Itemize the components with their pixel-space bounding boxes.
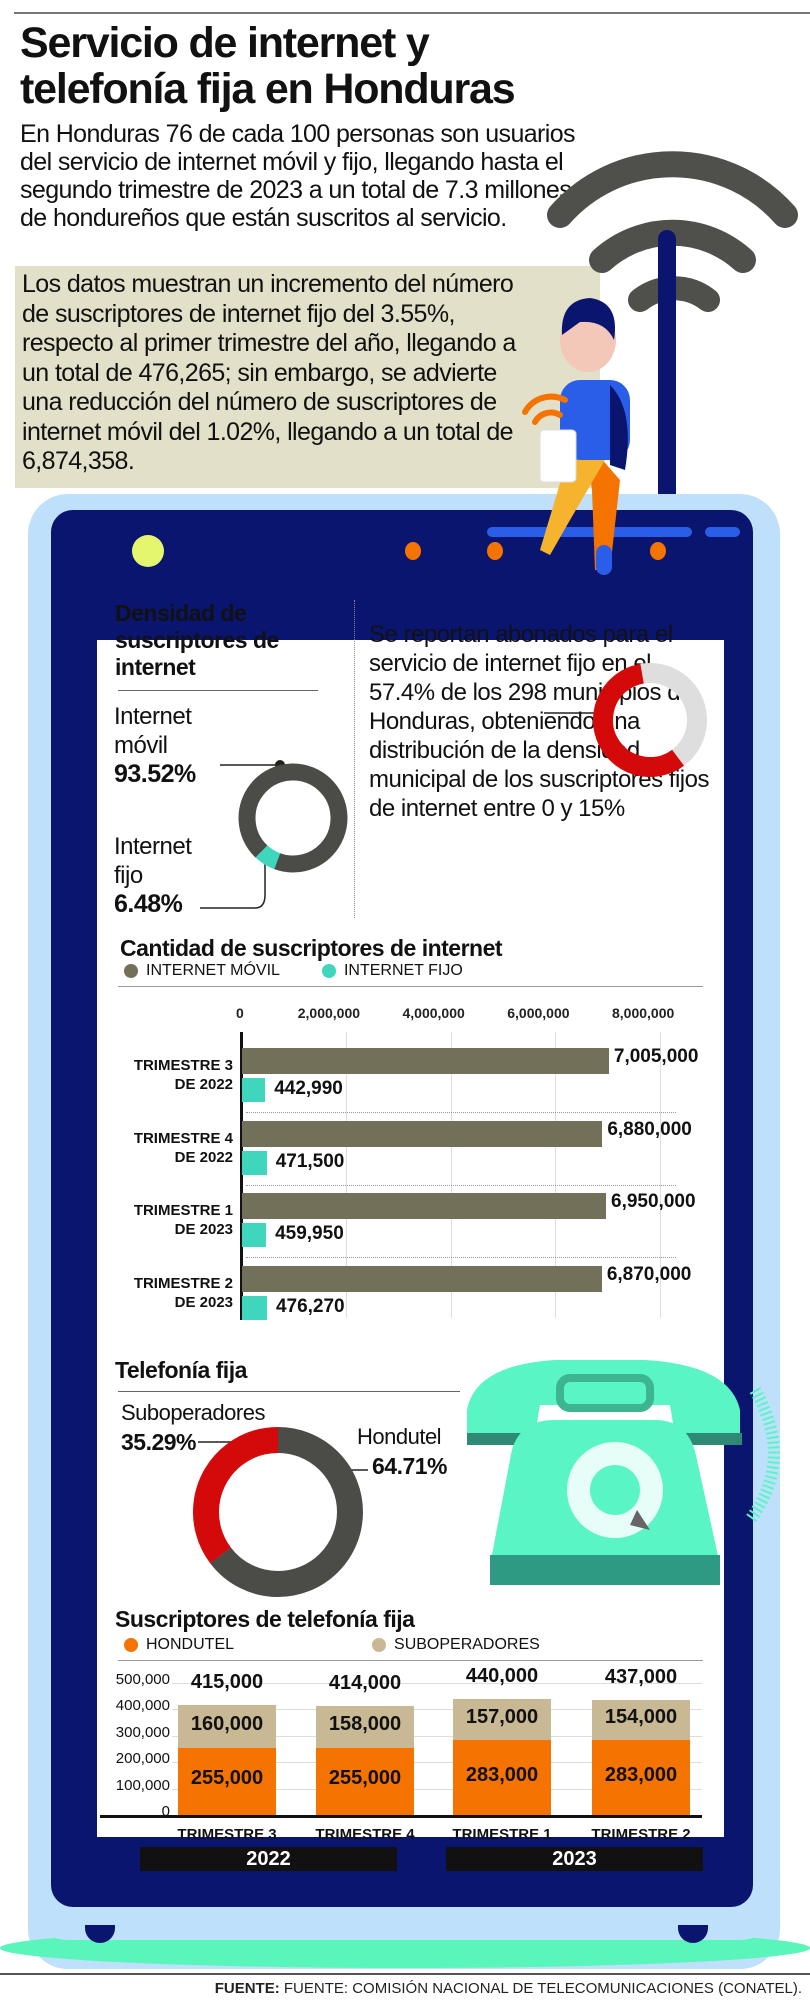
density-rule	[118, 690, 318, 691]
value-suboperadores: 35.29%	[121, 1429, 197, 1455]
device-slot	[705, 527, 740, 537]
telefonia-bars-rule	[118, 1660, 703, 1661]
label-suboperadores: Suboperadores	[121, 1400, 265, 1425]
legend-movil-label: INTERNET MÓVIL	[146, 962, 280, 979]
density-heading: Densidad de suscriptores de internet	[115, 600, 279, 680]
value-hondutel: 64.71%	[372, 1453, 448, 1479]
device-foot	[678, 1925, 708, 1943]
legend-suboperadores-label: SUBOPERADORES	[394, 1636, 540, 1653]
wifi-icon	[547, 151, 798, 505]
donut-municipal-coverage	[593, 662, 707, 777]
label-hondutel: Hondutel	[357, 1424, 442, 1449]
internet-bars-rule	[118, 986, 703, 987]
source-text: FUENTE: COMISIÓN NACIONAL DE TELECOMUNIC…	[283, 1980, 802, 1997]
donut-telefonia	[193, 1427, 363, 1597]
title-line-1: Servicio de internet y	[20, 19, 430, 67]
label-internet-fijo: Internet fijo 6.48%	[114, 833, 192, 918]
footer-rule	[0, 1973, 810, 1975]
content-panel	[97, 640, 724, 1837]
page-title: Servicio de internet y telefonía fija en …	[20, 19, 516, 113]
source-footer: FUENTE: FUENTE: COMISIÓN NACIONAL DE TEL…	[215, 1980, 802, 1997]
intro-text: En Honduras 76 de cada 100 personas son …	[20, 120, 576, 232]
telefonia-rule	[118, 1391, 460, 1392]
title-line-2: telefonía fija en Honduras	[20, 65, 516, 113]
legend-hondutel-label: HONDUTEL	[146, 1636, 235, 1653]
highlight-text: Los datos muestran un incremento del núm…	[22, 270, 516, 475]
donut-internet-density	[238, 763, 348, 873]
source-label: FUENTE:	[214, 1980, 280, 1997]
person-illustration	[522, 298, 630, 575]
lime-light	[132, 535, 164, 567]
label-internet-movil: Internet móvil 93.52%	[114, 703, 196, 788]
slice-internet-movil	[238, 763, 348, 873]
top-rule	[14, 12, 810, 14]
legend-fijo-swatch	[321, 964, 336, 978]
telephone-icon	[467, 1360, 780, 1585]
legend-movil-swatch	[124, 964, 138, 978]
internet-bars-heading: Cantidad de suscriptores de internet	[120, 935, 503, 961]
legend-hondutel-swatch	[124, 1638, 138, 1652]
device-foot	[85, 1925, 115, 1943]
internet-bars-legend: INTERNET MÓVIL INTERNET FIJO	[124, 962, 463, 980]
orange-light	[487, 542, 503, 560]
telefonia-bars-legend: HONDUTEL SUBOPERADORES	[124, 1636, 540, 1654]
value-internet-movil: 93.52%	[114, 760, 196, 788]
legend-fijo-label: INTERNET FIJO	[343, 962, 463, 979]
slice-internet-fijo	[238, 763, 348, 873]
highlight-box	[15, 266, 600, 488]
device-slot	[487, 527, 692, 537]
slice-municipal-coverage	[593, 663, 707, 777]
orange-light	[405, 542, 421, 560]
section-divider	[354, 600, 355, 918]
telefonia-heading: Telefonía fija	[115, 1357, 247, 1383]
legend-suboperadores-swatch	[372, 1638, 387, 1652]
orange-light	[650, 542, 666, 560]
value-internet-fijo: 6.48%	[114, 890, 183, 918]
telefonia-bars-heading: Suscriptores de telefonía fija	[115, 1606, 415, 1632]
